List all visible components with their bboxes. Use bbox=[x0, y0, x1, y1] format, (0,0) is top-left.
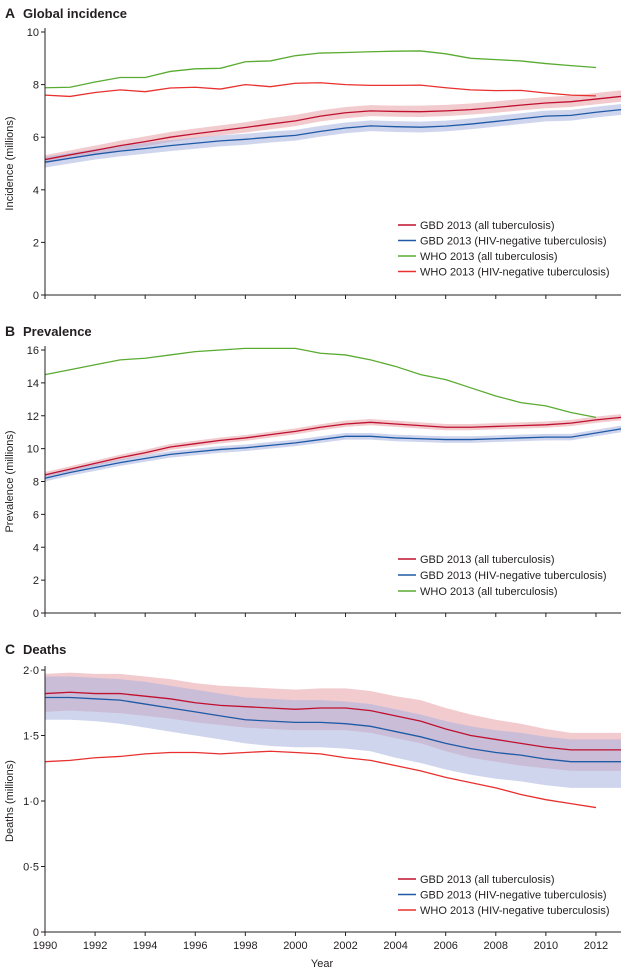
y-tick-label: 2 bbox=[33, 575, 39, 587]
panel-title: Prevalence bbox=[23, 324, 92, 339]
x-tick-label: 2012 bbox=[584, 940, 608, 952]
series-line bbox=[44, 428, 622, 479]
series-line bbox=[44, 50, 597, 89]
uncertainty-band bbox=[45, 676, 621, 788]
panel-letter: B bbox=[5, 323, 15, 339]
y-tick-label: 8 bbox=[33, 80, 39, 92]
x-tick-label: 2000 bbox=[283, 940, 307, 952]
x-tick-label: 2008 bbox=[484, 940, 508, 952]
series-line bbox=[44, 108, 622, 163]
legend-label: GBD 2013 (all tuberculosis) bbox=[420, 554, 555, 566]
x-tick-label: 1998 bbox=[233, 940, 257, 952]
y-tick-label: 4 bbox=[33, 185, 39, 197]
y-tick-label: 6 bbox=[33, 509, 39, 521]
legend-label: GBD 2013 (HIV-negative tuberculosis) bbox=[420, 890, 606, 902]
y-tick-label: 0 bbox=[33, 608, 39, 620]
panel-c: C Deaths 0 0·5 1·0 1·5 2·0 1990 1992 1994 1996 1998… bbox=[4, 641, 621, 952]
y-tick-label: 2 bbox=[33, 237, 39, 249]
y-axis-title: Deaths (millions) bbox=[4, 760, 16, 842]
y-tick-label: 0 bbox=[33, 290, 39, 302]
series-line bbox=[44, 691, 621, 751]
x-tick-label: 2006 bbox=[433, 940, 457, 952]
series-line bbox=[45, 696, 621, 763]
panel-a: A Global incidence 0 2 4 6 8 10 Incidence (milli… bbox=[4, 5, 622, 302]
legend-label: GBD 2013 (all tuberculosis) bbox=[420, 220, 555, 232]
y-tick-label: 1·5 bbox=[23, 731, 39, 743]
y-tick-label: 10 bbox=[27, 444, 39, 456]
x-axis-title: Year bbox=[311, 958, 334, 970]
series-line bbox=[44, 95, 622, 161]
y-axis-title: Prevalence (millions) bbox=[4, 430, 16, 532]
legend-label: GBD 2013 (all tuberculosis) bbox=[420, 874, 555, 886]
series-line bbox=[44, 347, 597, 419]
y-tick-label: 6 bbox=[33, 132, 39, 144]
x-tick-label: 1996 bbox=[183, 940, 207, 952]
y-tick-label: 14 bbox=[27, 378, 39, 390]
legend-label: WHO 2013 (HIV-negative tuberculosis) bbox=[420, 905, 610, 917]
y-tick-label: 4 bbox=[33, 542, 39, 554]
y-tick-label: 0 bbox=[33, 927, 39, 939]
panel-letter: C bbox=[5, 641, 15, 657]
panel-b: B Prevalence 0 2 4 6 8 10 12 14 16 Prevalence (mill… bbox=[4, 323, 622, 620]
y-tick-label: 1·0 bbox=[23, 796, 39, 808]
y-tick-label: 2·0 bbox=[23, 665, 39, 677]
series-line bbox=[44, 82, 596, 98]
x-tick-label: 2004 bbox=[383, 940, 407, 952]
series-line bbox=[44, 416, 622, 476]
y-tick-label: 16 bbox=[27, 345, 39, 357]
y-axis-title: Incidence (millions) bbox=[4, 116, 16, 210]
panel-title: Deaths bbox=[23, 642, 66, 657]
legend-label: GBD 2013 (HIV-negative tuberculosis) bbox=[420, 236, 606, 248]
y-tick-label: 0·5 bbox=[23, 862, 39, 874]
x-tick-label: 1990 bbox=[33, 940, 57, 952]
legend-label: GBD 2013 (HIV-negative tuberculosis) bbox=[420, 570, 606, 582]
legend-label: WHO 2013 (all tuberculosis) bbox=[420, 586, 558, 598]
x-tick-label: 2010 bbox=[534, 940, 558, 952]
panel-letter: A bbox=[5, 5, 15, 21]
x-tick-label: 1994 bbox=[133, 940, 157, 952]
y-tick-label: 12 bbox=[27, 411, 39, 423]
y-tick-label: 8 bbox=[33, 477, 39, 489]
panel-title: Global incidence bbox=[23, 6, 127, 21]
series-line bbox=[44, 750, 597, 809]
uncertainty-band bbox=[45, 414, 621, 478]
legend-label: WHO 2013 (HIV-negative tuberculosis) bbox=[420, 267, 610, 279]
y-tick-label: 10 bbox=[27, 27, 39, 39]
x-tick-label: 1992 bbox=[83, 940, 107, 952]
uncertainty-band bbox=[45, 104, 621, 168]
x-tick-label: 2002 bbox=[333, 940, 357, 952]
legend-label: WHO 2013 (all tuberculosis) bbox=[420, 251, 558, 263]
